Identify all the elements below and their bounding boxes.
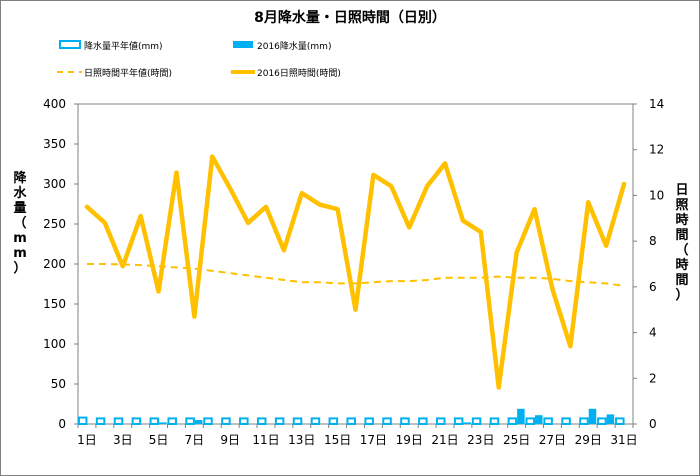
normal-precip-bar — [543, 417, 553, 425]
normal-precip-bar — [203, 417, 213, 425]
legend-label-normal-sunshine: 日照時間平年値(時間) — [84, 67, 172, 79]
legend-swatch-normal-precip — [59, 40, 81, 49]
left-tick-label: 50 — [51, 377, 66, 391]
legend-label-sunshine-2016: 2016日照時間(時間) — [257, 68, 341, 79]
sunshine-2016-line — [84, 154, 627, 390]
right-tick-label: 4 — [649, 326, 657, 340]
normal-precip-bar — [167, 417, 177, 425]
legend: 降水量平年値(mm) 2016降水量(mm) 日照時間平年値(時間) 2016日照時間… — [57, 40, 341, 79]
bars — [77, 408, 625, 426]
x-tick-label: 3日 — [113, 433, 133, 447]
normal-precip-bar — [579, 417, 589, 425]
normal-precip-bar — [453, 417, 464, 425]
x-tick-label: 1日 — [77, 433, 97, 447]
left-tick-label: 300 — [43, 177, 66, 191]
precip-2016-bar — [606, 414, 615, 424]
normal-precip-bar — [400, 417, 410, 425]
normal-precip-bar — [561, 417, 571, 425]
x-tick-label: 21日 — [431, 433, 458, 447]
normal-precip-bar — [95, 417, 106, 425]
right-tick-label: 6 — [649, 280, 657, 294]
normal-precip-bar — [292, 417, 303, 425]
x-tick-label: 13日 — [288, 433, 315, 447]
normal-precip-bar — [131, 417, 142, 425]
x-tick-label: 7日 — [185, 433, 205, 447]
normal-precip-bar — [489, 417, 500, 425]
chart-title: 8月降水量・日照時間（日別） — [254, 9, 446, 26]
legend-swatch-precip-2016 — [233, 41, 253, 48]
right-tick-label: 12 — [649, 143, 664, 157]
precip-2016-bar — [535, 415, 543, 424]
normal-precip-bar — [310, 417, 321, 425]
x-tick-label: 9日 — [220, 433, 240, 447]
normal-precip-bar — [185, 417, 195, 425]
left-tick-label: 400 — [43, 97, 66, 111]
normal-precip-bar — [346, 417, 357, 425]
normal-precip-bar — [382, 417, 392, 425]
x-tick-label: 17日 — [360, 433, 387, 447]
normal-precip-bar — [435, 417, 446, 425]
right-tick-label: 2 — [649, 371, 657, 385]
left-tick-label: 200 — [43, 257, 66, 271]
x-tick-label: 27日 — [539, 433, 566, 447]
precip-2016-bar — [159, 422, 167, 424]
x-tick-label: 23日 — [467, 433, 494, 447]
left-tick-label: 100 — [43, 337, 66, 351]
x-tick-label: 19日 — [396, 433, 423, 447]
normal-precip-bar — [256, 417, 267, 425]
normal-precip-bar — [77, 416, 88, 426]
left-axis: 0 50 100 150 200 250 300 350 400 — [43, 97, 78, 431]
x-tick-label: 25日 — [503, 433, 530, 447]
normal-precip-bar — [507, 417, 518, 425]
x-tick-label: 31日 — [610, 433, 637, 447]
x-tick-label: 15日 — [324, 433, 351, 447]
normal-precip-bar — [597, 417, 607, 425]
x-tick-label: 29日 — [575, 433, 602, 447]
normal-precip-bar — [149, 417, 160, 425]
x-tick-label: 5日 — [149, 433, 169, 447]
x-axis: 1日 3日 5日 7日 9日 11日 13日 15日 17日 19日 21日 23日 25日 27日 29日… — [77, 424, 638, 447]
precip-2016-bar — [463, 422, 471, 424]
left-tick-label: 250 — [43, 217, 66, 231]
precip-2016-bar — [517, 408, 525, 424]
lines — [84, 154, 627, 390]
legend-label-precip-2016: 2016降水量(mm) — [257, 40, 331, 52]
left-axis-label: 降水量（ m m） — [13, 170, 27, 276]
normal-precip-bar — [221, 417, 231, 425]
axis-labels: 降水量（ m m ） 日照時間（時間） — [13, 170, 688, 303]
normal-precip-bar — [615, 417, 625, 425]
right-axis: 0 2 4 6 8 10 12 14 — [633, 97, 664, 431]
normal-sunshine-line — [86, 263, 625, 287]
normal-precip-bar — [239, 417, 249, 425]
left-tick-label: 0 — [58, 417, 66, 431]
right-tick-label: 10 — [649, 188, 664, 202]
normal-precip-bar — [328, 417, 339, 425]
normal-precip-bar — [471, 417, 482, 425]
normal-precip-bar — [364, 417, 374, 425]
right-tick-label: 14 — [649, 97, 664, 111]
left-tick-label: 150 — [43, 297, 66, 311]
normal-precip-bar — [525, 417, 536, 425]
right-tick-label: 8 — [649, 234, 657, 248]
normal-precip-bar — [274, 417, 285, 425]
normal-precip-bar — [113, 417, 124, 425]
left-tick-label: 350 — [43, 137, 66, 151]
precip-2016-bar — [588, 408, 597, 424]
x-tick-label: 11日 — [252, 433, 279, 447]
right-axis-label: 日照時間（時間） — [675, 183, 688, 303]
right-tick-label: 0 — [649, 417, 657, 431]
normal-precip-bar — [418, 417, 428, 425]
legend-label-normal-precip: 降水量平年値(mm) — [84, 40, 163, 52]
precip-2016-bar — [194, 420, 203, 424]
